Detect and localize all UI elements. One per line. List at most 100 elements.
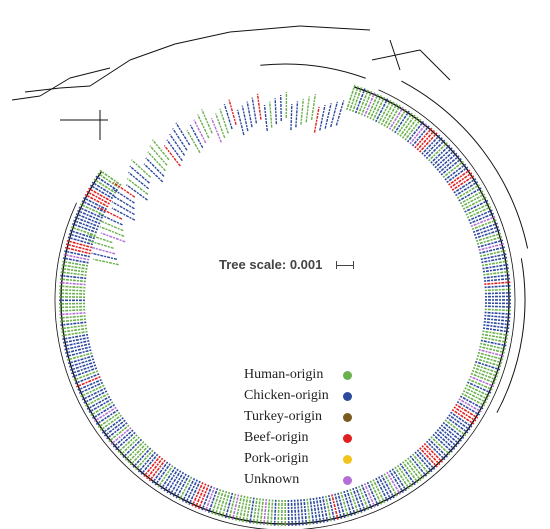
legend-color-dot bbox=[343, 434, 352, 443]
tree-branch bbox=[69, 67, 111, 79]
leaf-label bbox=[245, 496, 252, 523]
leaf-label bbox=[484, 288, 511, 292]
leaf-label bbox=[280, 95, 282, 122]
leaf-label bbox=[481, 336, 508, 344]
leaf-label bbox=[334, 493, 343, 520]
legend-color-dot bbox=[343, 392, 352, 401]
leaf-label bbox=[461, 193, 486, 208]
tree-branch bbox=[11, 95, 41, 101]
leaf-label bbox=[62, 257, 89, 264]
leaf-label bbox=[103, 419, 126, 437]
leaf-label bbox=[76, 376, 101, 388]
leaf-label bbox=[214, 490, 225, 516]
leaf-label bbox=[470, 372, 496, 384]
leaf-label bbox=[86, 395, 111, 410]
legend-color-dot bbox=[343, 371, 352, 380]
leaf-label bbox=[293, 499, 297, 526]
leaf-label bbox=[92, 404, 116, 420]
legend-item-beef: Beef-origin bbox=[244, 428, 364, 449]
leaf-label bbox=[81, 200, 106, 214]
tree-branch bbox=[129, 43, 176, 61]
leaf-label bbox=[438, 155, 460, 174]
leaf-label bbox=[84, 193, 109, 208]
tree-branch bbox=[174, 31, 231, 45]
leaf-label bbox=[211, 489, 222, 515]
leaf-label bbox=[63, 253, 90, 261]
leaf-label bbox=[65, 346, 91, 354]
leaf-label bbox=[432, 147, 453, 166]
leaf-label bbox=[428, 142, 448, 162]
leaf-label bbox=[88, 398, 112, 413]
leaf-label bbox=[440, 424, 462, 442]
leaf-label bbox=[428, 438, 448, 458]
leaf-label bbox=[108, 424, 130, 443]
leaf-label bbox=[126, 184, 148, 201]
leaf-label bbox=[416, 449, 436, 470]
leaf-label bbox=[117, 434, 138, 453]
leaf-label bbox=[207, 487, 219, 513]
leaf-label bbox=[64, 246, 91, 255]
leaf-label bbox=[77, 378, 102, 391]
leaf-label bbox=[369, 95, 382, 120]
leaf-label bbox=[471, 219, 497, 230]
leaf-label bbox=[129, 165, 150, 184]
leaf-label bbox=[377, 99, 392, 124]
tree-scale-label: Tree scale: 0.001 bbox=[219, 257, 323, 272]
leaf-label bbox=[423, 137, 443, 157]
leaf-label bbox=[191, 482, 204, 507]
leaf-label bbox=[252, 497, 258, 524]
leaf-label bbox=[375, 477, 389, 502]
leaf-label bbox=[93, 406, 117, 423]
leaf-label bbox=[249, 497, 255, 524]
leaf-label bbox=[188, 480, 201, 505]
leaf-label bbox=[483, 274, 510, 279]
leaf-label bbox=[469, 212, 495, 225]
leaf-label bbox=[309, 498, 315, 525]
leaf-label bbox=[473, 225, 500, 236]
leaf-label bbox=[91, 252, 118, 261]
leaf-label bbox=[63, 340, 90, 347]
leaf-label bbox=[61, 264, 88, 270]
leaf-label bbox=[74, 216, 100, 228]
leaf-label bbox=[366, 481, 379, 507]
leaf-label bbox=[328, 494, 336, 521]
leaf-label bbox=[404, 459, 422, 482]
leaf-label bbox=[75, 213, 101, 225]
leaf-label bbox=[73, 219, 99, 231]
leaf-label bbox=[119, 436, 140, 456]
tree-branch bbox=[39, 77, 71, 97]
leaf-label bbox=[67, 355, 94, 365]
leaf-label bbox=[430, 436, 451, 456]
leaf-label bbox=[484, 311, 511, 315]
leaf-label bbox=[62, 336, 89, 344]
leaf-label bbox=[62, 333, 89, 340]
leaf-label bbox=[383, 473, 398, 497]
legend-item-unknown: Unknown bbox=[244, 470, 364, 491]
tree-branch bbox=[371, 49, 421, 61]
leaf-label bbox=[59, 312, 86, 316]
leaf-label bbox=[319, 104, 326, 131]
leaf-label bbox=[455, 403, 479, 419]
legend-color-dot bbox=[343, 455, 352, 464]
leaf-label bbox=[372, 479, 386, 504]
leaf-label bbox=[221, 491, 231, 518]
leaf-label bbox=[396, 464, 413, 488]
leaf-label bbox=[68, 358, 95, 368]
leaf-label bbox=[484, 308, 511, 312]
leaf-label bbox=[449, 172, 473, 189]
leaf-label bbox=[181, 477, 196, 502]
legend-item-turkey: Turkey-origin bbox=[244, 407, 364, 428]
leaf-label bbox=[399, 463, 416, 486]
leaf-label bbox=[231, 494, 240, 520]
leaf-label bbox=[86, 190, 110, 205]
leaf-label bbox=[346, 489, 356, 516]
leaf-label bbox=[198, 484, 210, 510]
leaf-label bbox=[80, 203, 105, 216]
leaf-label bbox=[259, 498, 265, 525]
leaf-label bbox=[386, 105, 401, 129]
leaf-label bbox=[135, 449, 154, 471]
leaf-label bbox=[98, 213, 123, 226]
leaf-label bbox=[360, 484, 373, 510]
leaf-label bbox=[274, 98, 278, 125]
leaf-label bbox=[166, 470, 182, 494]
